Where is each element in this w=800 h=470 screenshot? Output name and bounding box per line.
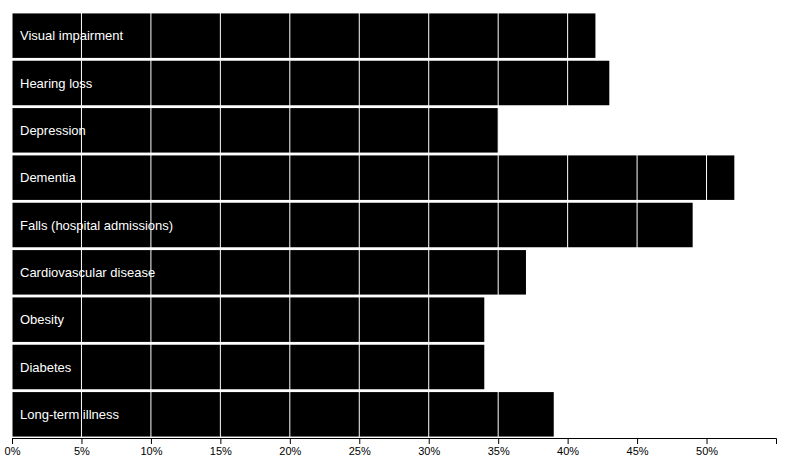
grid-line (220, 12, 221, 438)
x-tick-label: 50% (696, 445, 718, 457)
x-tick-label: 20% (279, 445, 301, 457)
bar (12, 155, 734, 199)
x-tick-label: 40% (557, 445, 579, 457)
category-label: Cardiovascular disease (20, 265, 155, 280)
x-tick-mark (568, 438, 569, 444)
x-tick-mark (81, 438, 82, 444)
x-tick-mark (707, 438, 708, 444)
grid-line (567, 12, 568, 438)
category-label: Depression (20, 123, 86, 138)
plot: Long-term illness Diabetes Obesity Cardiova… (5, 12, 777, 457)
bar (12, 203, 693, 247)
bar (12, 108, 498, 152)
bar (12, 345, 484, 389)
x-tick: 15% (210, 438, 232, 457)
x-tick: 40% (557, 438, 579, 457)
x-axis: 0% 5% 10% 15% 20% 25% 30% 35% 40% 45% 50% (5, 438, 777, 457)
bar (12, 13, 595, 57)
x-tick: 30% (418, 438, 440, 457)
x-tick-label: 15% (210, 445, 232, 457)
category-labels: Long-term illness Diabetes Obesity Cardiova… (20, 28, 173, 422)
x-tick: 50% (696, 438, 718, 457)
category-label: Obesity (20, 312, 65, 327)
grid-line (428, 12, 429, 438)
category-label: Long-term illness (20, 407, 119, 422)
bars (12, 13, 734, 436)
category-label: Dementia (20, 170, 76, 185)
category-label: Diabetes (20, 360, 72, 375)
grid-line (637, 12, 638, 438)
x-axis-line (13, 439, 777, 445)
x-tick-mark (429, 438, 430, 444)
x-tick: 0% (5, 438, 21, 457)
x-tick-label: 5% (74, 445, 90, 457)
grid-line (498, 12, 499, 438)
bar (12, 61, 609, 105)
x-tick-mark (220, 438, 221, 444)
x-tick: 10% (140, 438, 162, 457)
bar (12, 297, 484, 341)
x-tick-label: 0% (5, 445, 21, 457)
x-tick-label: 25% (349, 445, 371, 457)
category-label: Hearing loss (20, 76, 93, 91)
x-tick-mark (359, 438, 360, 444)
grid-line (706, 12, 707, 438)
x-tick-label: 45% (627, 445, 649, 457)
x-tick-label: 30% (418, 445, 440, 457)
category-label: Falls (hospital admissions) (20, 218, 173, 233)
x-tick-mark (290, 438, 291, 444)
x-tick-label: 35% (488, 445, 510, 457)
x-tick: 5% (74, 438, 90, 457)
x-tick-mark (151, 438, 152, 444)
x-tick-mark (637, 438, 638, 444)
grid-line (289, 12, 290, 438)
category-label: Visual impairment (20, 28, 123, 43)
bar (12, 250, 526, 294)
x-tick: 45% (627, 438, 649, 457)
x-tick: 25% (349, 438, 371, 457)
x-tick-mark (12, 438, 13, 444)
grid-line (12, 12, 13, 438)
x-tick-label: 10% (140, 445, 162, 457)
bar (12, 392, 554, 436)
x-tick: 35% (488, 438, 510, 457)
chart: Long-term illness Diabetes Obesity Cardiova… (0, 0, 800, 470)
grid-line (359, 12, 360, 438)
x-tick-mark (498, 438, 499, 444)
grid (12, 12, 707, 438)
x-tick: 20% (279, 438, 301, 457)
